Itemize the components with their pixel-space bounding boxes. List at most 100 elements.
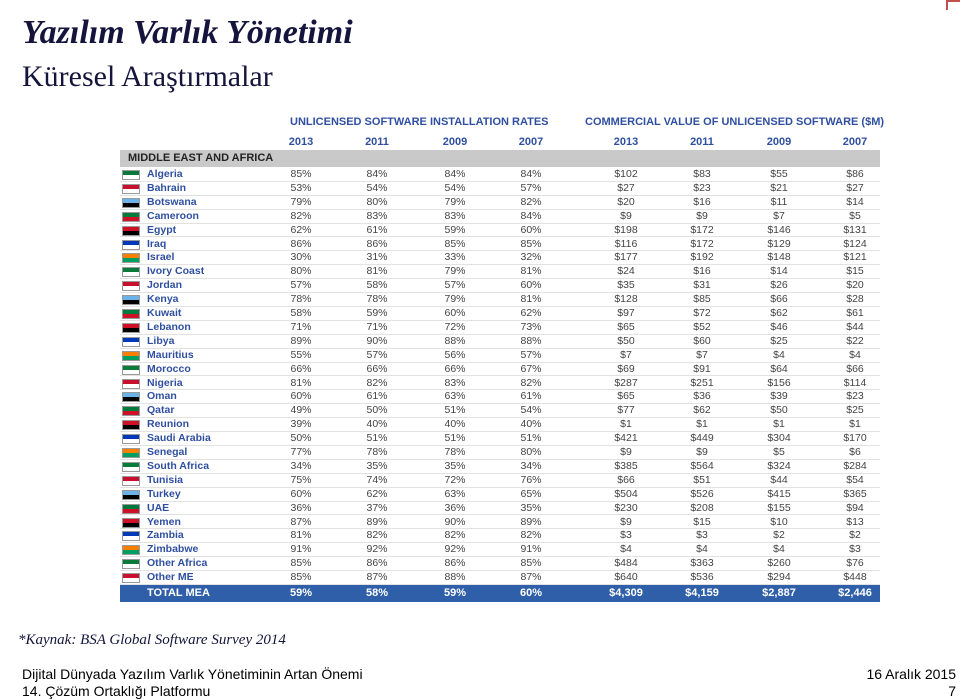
cell-value: $91: [693, 362, 711, 375]
cell-value: 85%: [290, 168, 312, 180]
cell-value: $3: [849, 543, 861, 556]
table-row: Cameroon 82% 83% 83% 84% $9 $9 $7 $5: [120, 210, 880, 224]
cell-value: $260: [767, 557, 791, 570]
cell-value: $172: [690, 223, 714, 236]
cell-value: $46: [770, 320, 788, 333]
cell-value: 40%: [444, 418, 466, 431]
table-row: Egypt 62% 61% 59% 60% $198 $172 $146 $131: [120, 224, 880, 238]
cell-value: $7: [773, 209, 785, 222]
country-name: Senegal: [147, 446, 188, 458]
country-name: Zambia: [147, 529, 184, 542]
cell-value: $14: [770, 265, 788, 278]
cell-value: $28: [846, 293, 864, 306]
cell-value: $39: [770, 390, 788, 403]
cell-value: $1: [696, 418, 708, 431]
cell-value: 81%: [366, 265, 388, 278]
cell-value: $526: [690, 487, 714, 500]
cell-value: 86%: [290, 237, 312, 250]
table-row: Senegal 77% 78% 78% 80% $9 $9 $5 $6: [120, 446, 880, 460]
cell-value: $66: [846, 362, 864, 375]
flag-icon: [122, 517, 140, 528]
year-header: 2013: [288, 136, 314, 148]
cell-value: $448: [843, 571, 867, 584]
table-row: Saudi Arabia 50% 51% 51% 51% $421 $449 $304 $170: [120, 432, 880, 446]
cell-value: 80%: [520, 446, 542, 458]
cell-value: $3: [696, 529, 708, 542]
flag-icon: [122, 336, 140, 347]
cell-value: $170: [843, 432, 867, 445]
table-row: Ivory Coast 80% 81% 79% 81% $24 $16 $14 $15: [120, 265, 880, 280]
cell-value: $363: [690, 557, 714, 570]
cell-value: 50%: [366, 404, 388, 417]
cell-value: $4: [849, 348, 861, 361]
cell-value: 78%: [366, 446, 388, 458]
cell-value: 81%: [520, 293, 542, 306]
year-header: 2007: [518, 136, 544, 148]
cell-value: 86%: [366, 237, 388, 250]
cell-value: $304: [767, 432, 791, 445]
cell-value: $50: [617, 334, 635, 347]
flag-icon: [122, 281, 140, 292]
cell-value: $23: [846, 390, 864, 403]
total-value: $4,159: [685, 587, 719, 599]
cell-value: 53%: [290, 181, 312, 194]
country-name: Jordan: [147, 279, 183, 292]
cell-value: 89%: [290, 334, 312, 347]
cell-value: $22: [846, 334, 864, 347]
table-row: Jordan 57% 58% 57% 60% $35 $31 $26 $20: [120, 279, 880, 294]
cell-value: $21: [770, 181, 788, 194]
cell-value: 89%: [520, 515, 542, 528]
cell-value: $385: [614, 459, 638, 472]
cell-value: 65%: [520, 487, 542, 500]
flag-icon: [122, 559, 140, 570]
cell-value: 91%: [290, 543, 312, 556]
cell-value: $251: [690, 376, 714, 389]
cell-value: $25: [846, 404, 864, 417]
flag-icon: [122, 448, 140, 458]
cell-value: 30%: [290, 251, 312, 264]
cell-value: $26: [770, 279, 788, 292]
flag-icon: [122, 489, 140, 500]
flag-icon: [122, 295, 140, 306]
cell-value: 92%: [366, 543, 388, 556]
cell-value: 81%: [290, 376, 312, 389]
cell-value: 87%: [520, 571, 542, 584]
cell-value: $415: [767, 487, 791, 500]
table-row: Turkey 60% 62% 63% 65% $504 $526 $415 $365: [120, 488, 880, 502]
cell-value: 82%: [290, 209, 312, 222]
country-name: Tunisia: [147, 473, 183, 486]
cell-value: $102: [614, 168, 638, 180]
table-row: Morocco 66% 66% 66% 67% $69 $91 $64 $66: [120, 363, 880, 377]
footer-text: 14. Çözüm Ortaklığı Platformu: [22, 683, 211, 699]
cell-value: 35%: [366, 459, 388, 472]
cell-value: 60%: [520, 223, 542, 236]
cell-value: 88%: [520, 334, 542, 347]
source: *Kaynak: BSA Global Software Survey 2014: [18, 632, 286, 648]
cell-value: 78%: [290, 293, 312, 306]
cell-value: $114: [843, 376, 867, 389]
cell-value: 51%: [366, 432, 388, 445]
cell-value: $6: [849, 446, 861, 458]
cell-value: 49%: [290, 404, 312, 417]
table-row: Libya 89% 90% 88% 88% $50 $60 $25 $22: [120, 335, 880, 349]
cell-value: $44: [846, 320, 864, 333]
cell-value: $62: [770, 307, 788, 319]
cell-value: 82%: [520, 376, 542, 389]
cell-value: 71%: [366, 320, 388, 333]
cell-value: $86: [846, 168, 864, 180]
flag-icon: [122, 545, 140, 556]
total-value: $2,887: [762, 587, 796, 599]
cell-value: $51: [693, 473, 711, 486]
cell-value: 92%: [444, 543, 466, 556]
cell-value: 79%: [444, 265, 466, 278]
cell-value: 40%: [520, 418, 542, 431]
corner-mark: [946, 0, 960, 10]
cell-value: $97: [617, 307, 635, 319]
year-header: 2011: [690, 136, 714, 148]
table-row: Oman 60% 61% 63% 61% $65 $36 $39 $23: [120, 390, 880, 405]
cell-value: 34%: [290, 459, 312, 472]
cell-value: 61%: [520, 390, 542, 403]
cell-value: $146: [767, 223, 791, 236]
cell-value: 31%: [366, 251, 388, 264]
table-row: UAE 36% 37% 36% 35% $230 $208 $155 $94: [120, 502, 880, 516]
